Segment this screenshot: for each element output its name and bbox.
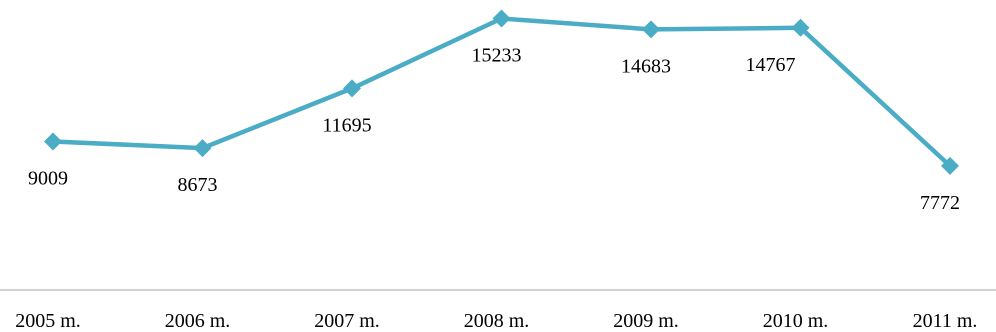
data-point-marker [44, 132, 62, 151]
x-tick-label: 2010 m. [763, 310, 829, 332]
data-label: 11695 [322, 114, 371, 136]
x-tick-label: 2005 m. [15, 310, 81, 332]
x-tick-label: 2011 m. [913, 310, 978, 332]
data-label: 15233 [472, 45, 522, 67]
markers-group [44, 9, 959, 175]
data-point-marker [941, 156, 959, 175]
x-tick-label: 2008 m. [464, 310, 530, 332]
series-line-group [50, 16, 953, 169]
data-label: 9009 [28, 167, 68, 189]
data-label: 14683 [621, 55, 671, 77]
series-line [50, 16, 953, 169]
data-label: 14767 [746, 54, 796, 76]
data-labels-group: 9009 8673 11695 15233 14683 14767 7772 [28, 45, 960, 214]
x-tick-label: 2007 m. [314, 310, 380, 332]
data-point-marker [791, 18, 810, 37]
x-tick-labels-group: 2005 m. 2006 m. 2007 m. 2008 m. 2009 m. 2010 … [15, 310, 977, 332]
data-label: 7772 [920, 192, 960, 214]
data-point-marker [343, 79, 361, 98]
data-label: 8673 [178, 174, 218, 196]
x-tick-label: 2009 m. [613, 310, 679, 332]
data-point-marker [642, 20, 660, 39]
data-point-marker [492, 9, 511, 28]
x-tick-label: 2006 m. [165, 310, 231, 332]
data-point-marker [193, 139, 212, 158]
